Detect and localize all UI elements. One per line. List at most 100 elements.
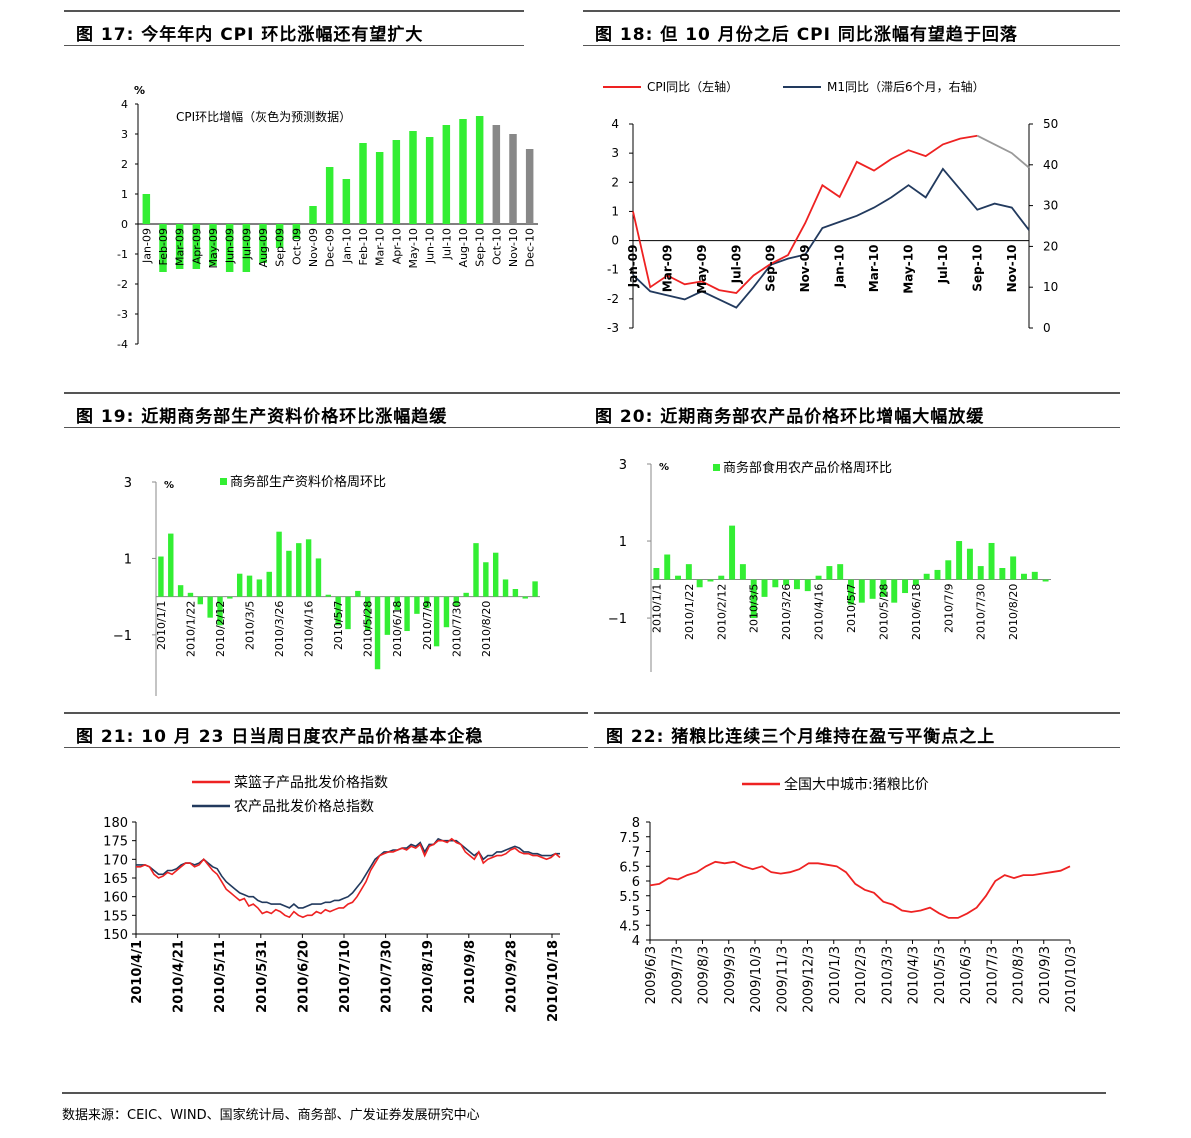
x-tick-label: 2009/7/3 (670, 946, 685, 1004)
hog-grain-ratio-line (649, 860, 1071, 919)
legend-label: M1同比（滞后6个月，右轴） (827, 79, 985, 94)
figure-18: 图 18: 但 10 月份之后 CPI 同比涨幅有望趋于回落 CPI同比（左轴）… (583, 10, 1120, 380)
x-tick-label: Feb-10 (357, 228, 370, 265)
x-tick-label: Dec-10 (524, 228, 537, 267)
bar (175, 224, 184, 269)
cpi-line (632, 134, 978, 294)
y-tick-label: −1 (113, 629, 132, 644)
legend-label: 农产品批发价格总指数 (234, 799, 374, 815)
legend-label: 商务部生产资料价格周环比 (230, 474, 386, 490)
bar (342, 179, 351, 224)
chart-legend-text: CPI环比增幅（灰色为预测数据） (176, 109, 351, 124)
bar (492, 125, 501, 224)
bar (276, 531, 282, 597)
bar (956, 541, 963, 580)
left-tick-label: 0 (611, 234, 619, 248)
bar (1031, 571, 1038, 580)
x-tick-label: Jan-10 (833, 245, 847, 289)
x-tick-label: Nov-09 (798, 245, 812, 293)
bar (335, 596, 341, 626)
figure-21: 图 21: 10 月 23 日当周日度农产品价格基本企稳 菜篮子产品批发价格指数… (64, 712, 588, 1082)
x-tick-label: 2010/1/1 (650, 584, 663, 633)
x-tick-label: 2010/7/30 (380, 940, 395, 1013)
x-tick-label: 2010/4/16 (303, 601, 316, 657)
bar (891, 579, 898, 603)
x-tick-label: 2009/9/3 (723, 946, 738, 1004)
bar (522, 596, 528, 599)
bar (826, 566, 833, 580)
bar (869, 579, 876, 599)
bar (483, 562, 489, 597)
x-tick-label: Dec-09 (324, 228, 337, 267)
y-unit-label: % (134, 84, 145, 97)
x-tick-label: Aug-09 (257, 228, 270, 267)
x-tick-label: 2010/7/3 (985, 946, 1000, 1004)
bar (177, 585, 184, 597)
y-tick-label: 170 (103, 853, 128, 868)
y-tick-label: 2 (121, 158, 128, 171)
bar (772, 579, 779, 588)
x-tick-label: May-10 (901, 245, 915, 294)
y-tick-label: 175 (103, 835, 128, 850)
x-tick-label: 2010/5/28 (877, 584, 890, 640)
bar (259, 224, 267, 263)
x-tick-label: 2010/1/1 (155, 601, 168, 650)
x-tick-label: Mar-10 (867, 245, 881, 293)
bar (815, 575, 822, 580)
x-tick-label: Apr-10 (390, 228, 403, 264)
bar (966, 548, 973, 580)
left-tick-label: 1 (611, 204, 619, 218)
bar (359, 143, 367, 224)
bar (977, 566, 984, 580)
x-tick-label: Sep-09 (764, 245, 778, 292)
bar (266, 571, 272, 597)
bar (675, 575, 681, 580)
x-tick-label: Jul-10 (440, 228, 453, 260)
bar (532, 581, 538, 597)
right-tick-label: 50 (1043, 117, 1058, 131)
x-tick-label: 2010/10/3 (1064, 946, 1079, 1013)
figure-22-chart: 全国大中城市:猪粮比价 87.576.565.554.54 2009/6/3 2009… (619, 776, 1079, 1013)
bar (433, 596, 440, 647)
x-tick-label: May-09 (695, 245, 709, 294)
right-tick-label: 10 (1043, 280, 1058, 294)
bar (227, 596, 233, 599)
x-tick-label: 2010/5/28 (362, 601, 375, 657)
bar (187, 592, 194, 597)
y-tick-label: 3 (124, 476, 132, 491)
bar (394, 596, 400, 611)
bar (443, 596, 450, 628)
y-tick-label: 3 (619, 458, 627, 473)
y-tick-label: 1 (619, 535, 627, 550)
left-tick-label: -3 (607, 321, 619, 335)
bar (653, 568, 660, 580)
bar (355, 590, 361, 597)
y-tick-label: 160 (103, 891, 128, 906)
bar (858, 579, 865, 603)
bar (197, 596, 204, 605)
bar (409, 131, 417, 224)
x-tick-label: Jan-10 (340, 228, 353, 264)
left-tick-label: 3 (611, 146, 619, 160)
bar (664, 554, 671, 580)
y-unit-label: % (659, 462, 669, 473)
x-tick-label: 2009/8/3 (697, 946, 712, 1004)
bar (404, 596, 410, 632)
source-footnote: 数据来源：CEIC、WIND、国家统计局、商务部、广发证券发展研究中心 (62, 1092, 1106, 1123)
y-tick-label: 5 (632, 905, 640, 920)
x-tick-label: Apr-09 (190, 228, 203, 264)
bar (509, 134, 517, 224)
bar (275, 224, 284, 248)
bar (685, 564, 692, 580)
bar (142, 194, 151, 224)
bar (492, 552, 499, 597)
right-tick-label: 20 (1043, 239, 1058, 253)
y-tick-label: 7 (632, 846, 640, 861)
x-tick-label: Feb-09 (157, 228, 170, 265)
y-tick-label: 4.5 (619, 919, 640, 934)
bar (424, 596, 430, 609)
x-tick-label: 2010/1/22 (184, 601, 197, 657)
y-tick-label: 6.5 (619, 860, 640, 875)
x-tick-label: Nov-10 (507, 228, 520, 267)
